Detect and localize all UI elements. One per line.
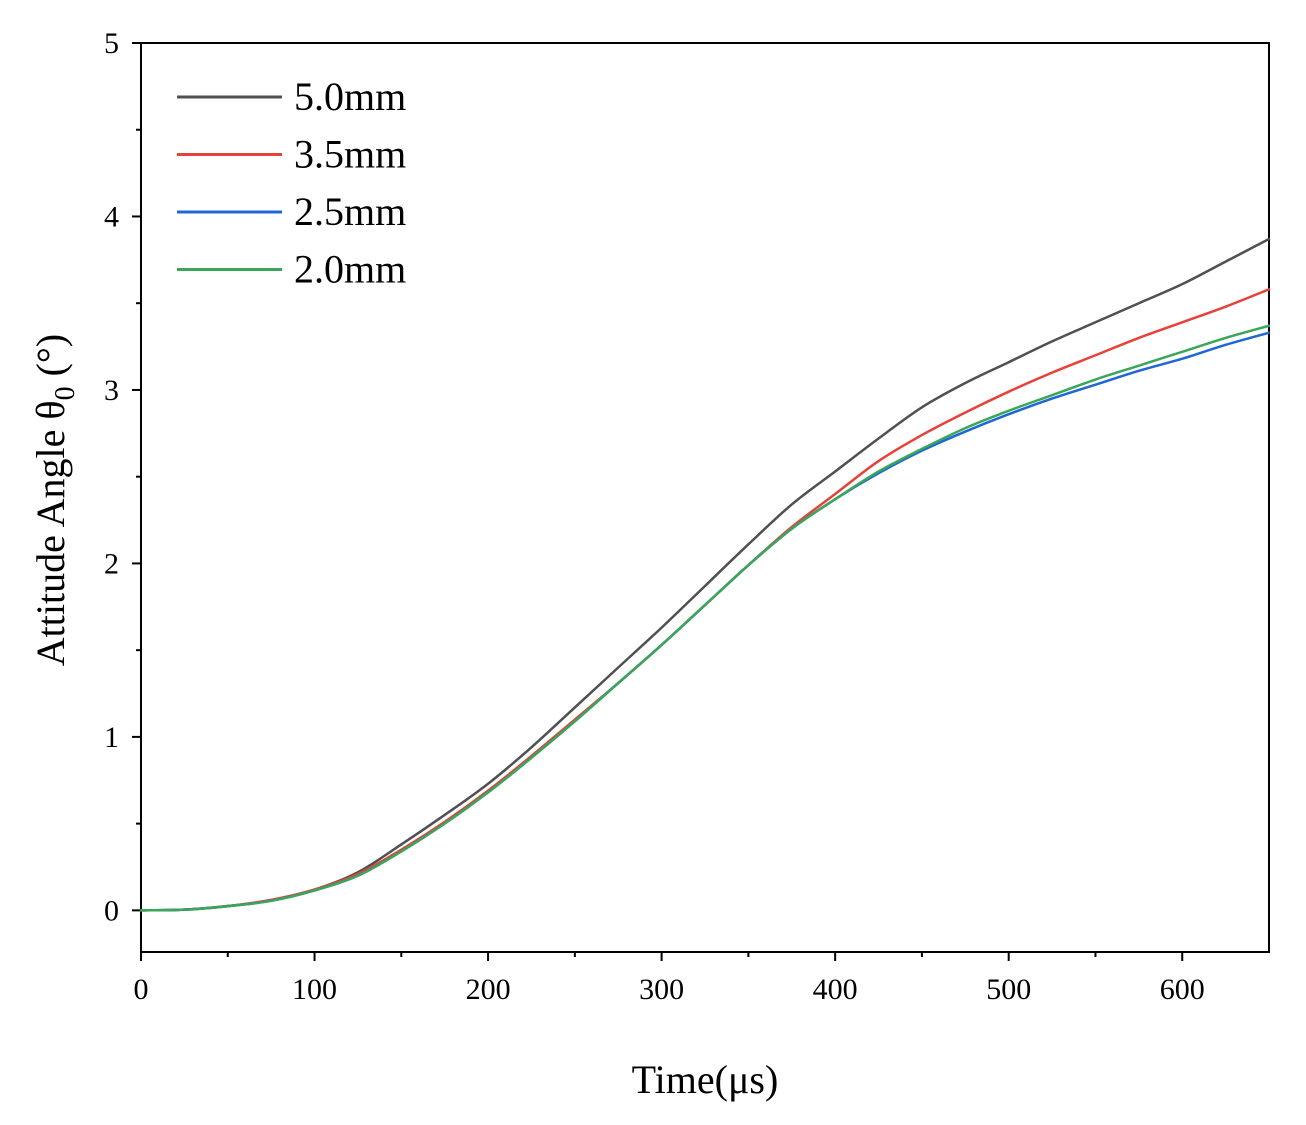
axes: 0 100 200 300 400 500 600 0 1 2 3 4 5: [104, 27, 1270, 1006]
legend-label: 2.0mm: [294, 247, 406, 292]
x-axis-title: Time(μs): [632, 1057, 779, 1102]
y-axis-title-subscript: 0: [50, 386, 81, 400]
series-lines: [139, 237, 1271, 912]
plot-frame: [140, 42, 1270, 953]
legend-label: 3.5mm: [294, 132, 406, 177]
x-tick-label: 0: [134, 973, 149, 1006]
series-line-5-0mm: [139, 237, 1271, 912]
series-line-2-0mm: [139, 324, 1271, 912]
y-tick-label: 1: [104, 721, 119, 754]
y-tick-label: 0: [104, 894, 119, 927]
x-tick-label: 100: [292, 973, 337, 1006]
y-tick-label: 2: [104, 547, 119, 580]
y-tick-label: 3: [104, 374, 119, 407]
y-tick-label: 5: [104, 27, 119, 60]
x-tick-label: 300: [639, 973, 684, 1006]
y-axis-title-unit: (°): [28, 334, 73, 387]
x-tick-label: 400: [813, 973, 858, 1006]
y-axis-title: Attitude Angle θ0 (°): [28, 334, 81, 666]
x-tick-label: 200: [466, 973, 511, 1006]
legend-label: 5.0mm: [294, 74, 406, 119]
y-tick-label: 4: [104, 200, 119, 233]
legend: 5.0mm 3.5mm 2.5mm 2.0mm: [177, 74, 406, 292]
x-tick-label: 500: [986, 973, 1031, 1006]
x-tick-label: 600: [1160, 973, 1205, 1006]
y-axis-title-main: Attitude Angle θ: [28, 400, 73, 666]
legend-label: 2.5mm: [294, 189, 406, 234]
series-line-2-5mm: [139, 331, 1271, 912]
